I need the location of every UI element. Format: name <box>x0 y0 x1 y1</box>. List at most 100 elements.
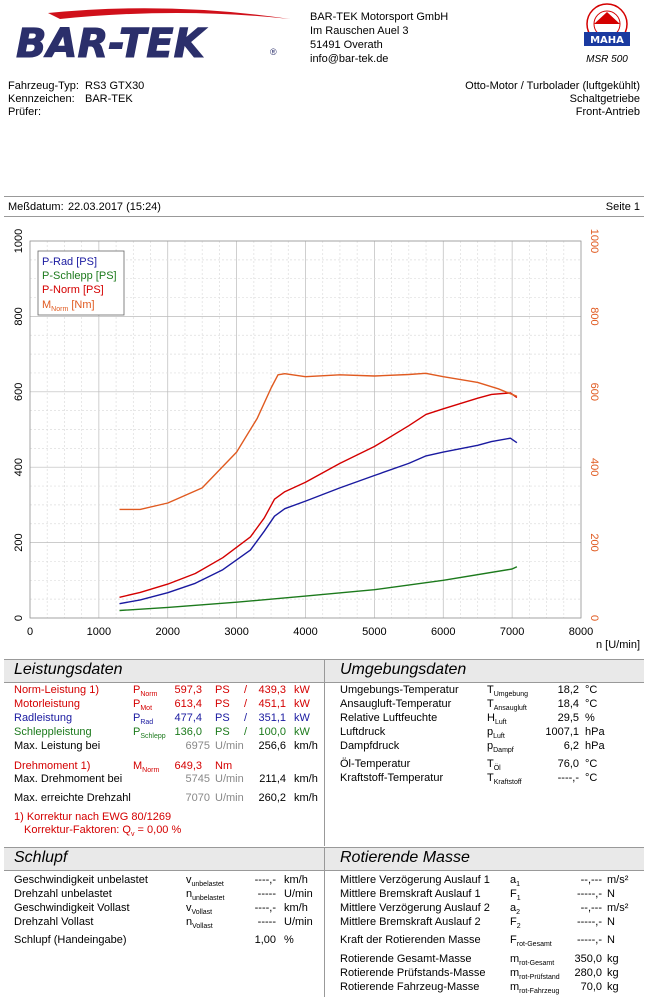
rotierend-value: --,--- <box>580 874 602 886</box>
leistung-value-ps: 136,0 <box>174 726 202 738</box>
leistung-label: Radleistung <box>14 712 73 724</box>
leistung-value-kw: 451,1 <box>258 698 286 710</box>
umgebung-symbol: TAnsaugluft <box>487 698 527 713</box>
rotierend-symbol: F2 <box>510 916 521 931</box>
series-line-2 <box>119 392 518 598</box>
slip-value: 1,00 <box>254 934 276 946</box>
max-torque-speed: 211,4 <box>259 773 286 785</box>
company-email: info@bar-tek.de <box>310 53 389 65</box>
torque-unit: Nm <box>215 760 233 772</box>
max-rpm-value: 7070 <box>185 792 210 804</box>
company-address: BAR-TEK Motorsport GmbH Im Rauschen Auel… <box>310 10 448 66</box>
y-left-tick-label: 1000 <box>13 229 25 253</box>
umgebung-label: Luftdruck <box>340 726 386 738</box>
measure-date-value: 22.03.2017 (15:24) <box>68 201 161 213</box>
max-torque-unit: U/min <box>215 773 244 785</box>
leistung-value-ps: 477,4 <box>174 712 202 724</box>
leistung-unit-kw: kW <box>294 712 310 724</box>
chart-curves <box>119 372 518 612</box>
x-tick-label: 5000 <box>362 626 386 638</box>
y-left-tick-label: 800 <box>13 307 25 325</box>
mass-symbol: mrot-Fahrzeug <box>510 981 560 996</box>
umgebung-symbol: HLuft <box>487 712 507 727</box>
gearbox-type: Schaltgetriebe <box>569 93 640 105</box>
max-torque-label: Max. Drehmoment bei <box>14 773 123 785</box>
leistung-symbol: PNorm <box>133 684 158 699</box>
umgebung-label: Öl-Temperatur <box>340 758 411 770</box>
leistung-label: Norm-Leistung 1) <box>14 684 99 696</box>
mass-label: Rotierende Gesamt-Masse <box>340 953 472 965</box>
max-rpm-speed-unit: km/h <box>294 792 318 804</box>
page-number: Seite 1 <box>605 201 640 213</box>
vehicle-type-value: RS3 GTX30 <box>85 80 145 92</box>
y-right-tick-label: 1000 <box>588 229 600 253</box>
max-torque-speed-unit: km/h <box>294 773 318 785</box>
schlupf-symbol: vVollast <box>186 902 213 917</box>
legend-p-rad: P-Rad [PS] <box>42 256 97 268</box>
vehicle-plate-label: Kennzeichen: <box>8 93 75 105</box>
force-label: Kraft der Rotierenden Masse <box>340 934 481 946</box>
max-power-speed-unit: km/h <box>294 740 318 752</box>
torque-value: 649,3 <box>174 760 202 772</box>
leistung-unit-ps: PS <box>215 684 230 696</box>
leistung-value-kw: 439,3 <box>258 684 286 696</box>
umgebung-label: Kraftstoff-Temperatur <box>340 772 444 784</box>
leistung-value-ps: 597,3 <box>174 684 202 696</box>
max-torque-rpm: 5745 <box>185 773 210 785</box>
umgebung-title: Umgebungsdaten <box>340 661 467 678</box>
force-symbol: Frot-Gesamt <box>510 934 552 949</box>
max-power-speed: 256,6 <box>258 740 286 752</box>
leistung-symbol: PMot <box>133 698 153 713</box>
rotierend-title: Rotierende Masse <box>340 849 470 866</box>
force-unit: N <box>607 934 615 946</box>
chart-axes: 0 1000 2000 3000 4000 5000 6000 7000 80000200400… <box>13 229 600 638</box>
umgebung-label: Umgebungs-Temperatur <box>340 684 459 696</box>
company-name: BAR-TEK Motorsport GmbH <box>310 11 449 23</box>
leistung-unit-ps: PS <box>215 698 230 710</box>
leistung-separator: / <box>244 712 248 724</box>
max-power-unit: U/min <box>215 740 244 752</box>
leistung-value-ps: 613,4 <box>174 698 202 710</box>
max-rpm-speed: 260,2 <box>258 792 286 804</box>
mass-label: Rotierende Prüfstands-Masse <box>340 967 486 979</box>
rotierend-label: Mittlere Verzögerung Auslauf 2 <box>340 902 490 914</box>
umgebung-unit: hPa <box>585 726 605 738</box>
tester-label: Prüfer: <box>8 106 42 118</box>
umgebung-label: Dampfdruck <box>340 740 400 752</box>
leistung-symbol: PSchlepp <box>133 726 166 741</box>
umgebung-symbol: TÖl <box>487 758 501 773</box>
umgebung-symbol: pLuft <box>487 726 505 741</box>
company-logo: BAR-TEK ® <box>8 5 298 68</box>
umgebung-label: Relative Luftfeuchte <box>340 712 438 724</box>
leistung-title: Leistungsdaten <box>14 661 123 678</box>
y-right-tick-label: 800 <box>588 307 600 325</box>
mass-value: 70,0 <box>580 981 602 993</box>
schlupf-unit: U/min <box>284 888 313 900</box>
schlupf-title: Schlupf <box>14 849 68 866</box>
seal-model: MSR 500 <box>586 54 628 65</box>
vehicle-type-label: Fahrzeug-Typ: <box>8 80 79 92</box>
leistung-symbol: PRad <box>133 712 154 727</box>
leistung-separator: / <box>244 726 248 738</box>
company-city: 51491 Overath <box>310 39 383 51</box>
umgebung-symbol: TUmgebung <box>487 684 528 699</box>
slip-label: Schlupf (Handeingabe) <box>14 934 127 946</box>
umgebung-unit: % <box>585 712 595 724</box>
umgebung-value: 1007,1 <box>545 726 579 738</box>
leistung-unit-kw: kW <box>294 726 310 738</box>
engine-type: Otto-Motor / Turbolader (luftgekühlt) <box>465 80 640 92</box>
max-rpm-unit: U/min <box>215 792 244 804</box>
rotierend-unit: m/s² <box>607 902 629 914</box>
leistung-label: Schleppleistung <box>14 726 92 738</box>
schlupf-value: ----- <box>257 916 276 928</box>
slip-unit: % <box>284 934 294 946</box>
x-tick-label: 2000 <box>156 626 180 638</box>
rotierend-value: -----,- <box>576 888 602 900</box>
leistung-unit-kw: kW <box>294 684 310 696</box>
mass-symbol: mrot-Gesamt <box>510 953 555 968</box>
drive-type: Front-Antrieb <box>575 106 640 118</box>
schlupf-symbol: nVollast <box>186 916 213 931</box>
schlupf-label: Geschwindigkeit Vollast <box>14 902 130 914</box>
column-divider <box>324 659 325 846</box>
mass-unit: kg <box>607 953 619 965</box>
